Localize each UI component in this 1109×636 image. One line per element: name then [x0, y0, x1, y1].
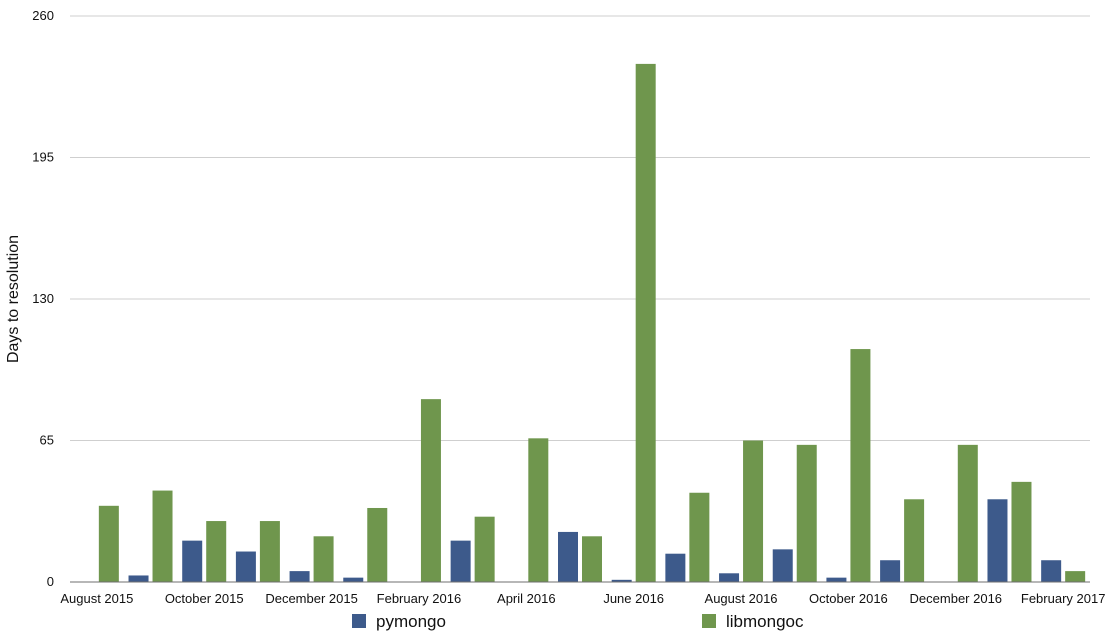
bar-libmongoc-september-2016 — [796, 444, 817, 582]
bar-libmongoc-december-2016 — [957, 444, 978, 582]
bar-libmongoc-december-2015 — [313, 536, 334, 582]
bar-pymongo-december-2015 — [289, 571, 310, 582]
legend-label-libmongoc: libmongoc — [726, 612, 804, 631]
x-tick-label-december-2015: December 2015 — [265, 591, 358, 606]
x-tick-label-october-2016: October 2016 — [809, 591, 888, 606]
label-layer: 0 65 130 195 260 August 2015 October 2015 Decem… — [5, 8, 1105, 606]
legend: pymongo libmongoc — [352, 612, 804, 631]
bar-libmongoc-february-2017 — [1065, 571, 1086, 582]
bar-libmongoc-october-2015 — [206, 521, 227, 582]
grid-layer — [70, 15, 1090, 583]
bar-pymongo-november-2016 — [880, 560, 901, 582]
bar-pymongo-june-2016 — [611, 579, 632, 582]
bar-libmongoc-august-2015 — [98, 505, 119, 582]
x-tick-label-december-2016: December 2016 — [910, 591, 1003, 606]
bars-layer — [98, 63, 1086, 582]
bar-libmongoc-july-2016 — [689, 492, 710, 582]
y-tick-label-195: 195 — [32, 150, 54, 165]
bar-libmongoc-august-2016 — [743, 440, 764, 582]
bar-pymongo-october-2016 — [826, 577, 847, 582]
bar-libmongoc-may-2016 — [582, 536, 602, 582]
x-tick-label-june-2016: June 2016 — [603, 591, 664, 606]
bar-libmongoc-september-2015 — [152, 490, 173, 582]
bar-pymongo-february-2017 — [1041, 560, 1062, 582]
x-tick-label-april-2016: April 2016 — [497, 591, 556, 606]
bar-pymongo-november-2015 — [235, 551, 256, 582]
bar-libmongoc-october-2016 — [850, 349, 871, 582]
bar-pymongo-march-2016 — [450, 540, 471, 582]
x-tick-label-october-2015: October 2015 — [165, 591, 244, 606]
bar-libmongoc-november-2015 — [259, 521, 280, 582]
x-tick-label-february-2016: February 2016 — [377, 591, 462, 606]
y-tick-label-130: 130 — [32, 291, 54, 306]
bar-pymongo-september-2015 — [128, 575, 149, 582]
y-axis-title: Days to resolution — [5, 235, 22, 363]
legend-swatch-libmongoc — [702, 614, 716, 628]
x-tick-label-august-2015: August 2015 — [60, 591, 133, 606]
y-tick-label-65: 65 — [40, 433, 54, 448]
bar-pymongo-january-2017 — [987, 499, 1008, 582]
bar-pymongo-september-2016 — [772, 549, 793, 582]
y-tick-label-260: 260 — [32, 8, 54, 23]
legend-label-pymongo: pymongo — [376, 612, 446, 631]
x-tick-label-august-2016: August 2016 — [705, 591, 778, 606]
bar-libmongoc-november-2016 — [904, 499, 925, 582]
bar-libmongoc-april-2016 — [528, 438, 549, 582]
bar-libmongoc-february-2016 — [420, 399, 441, 582]
bar-pymongo-may-2016 — [558, 531, 578, 582]
bar-libmongoc-january-2016 — [367, 507, 388, 582]
bar-libmongoc-june-2016 — [635, 63, 656, 582]
bar-libmongoc-january-2017 — [1011, 481, 1032, 582]
bar-libmongoc-march-2016 — [474, 516, 495, 582]
bar-pymongo-october-2015 — [182, 540, 203, 582]
bar-pymongo-july-2016 — [665, 553, 686, 582]
y-tick-label-0: 0 — [47, 574, 54, 589]
bar-pymongo-january-2016 — [343, 577, 364, 582]
x-tick-label-february-2017: February 2017 — [1021, 591, 1106, 606]
legend-swatch-pymongo — [352, 614, 366, 628]
bar-pymongo-august-2016 — [719, 573, 740, 582]
